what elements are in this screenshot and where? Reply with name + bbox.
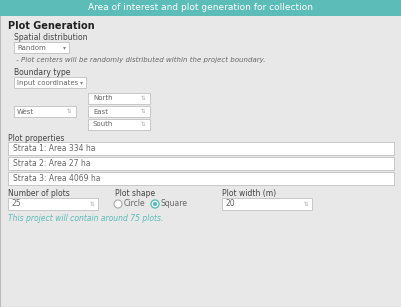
Text: Circle: Circle — [124, 200, 145, 208]
Text: Area of interest and plot generation for collection: Area of interest and plot generation for… — [88, 3, 313, 13]
Text: ⇅: ⇅ — [140, 122, 145, 127]
Text: - Plot centers will be randomly distributed within the project boundary.: - Plot centers will be randomly distribu… — [14, 57, 265, 63]
Text: ⇅: ⇅ — [140, 109, 145, 114]
Text: Input coordinates: Input coordinates — [17, 80, 78, 86]
Text: 25: 25 — [12, 200, 22, 208]
FancyBboxPatch shape — [88, 106, 150, 117]
Text: ⇅: ⇅ — [303, 201, 307, 207]
Text: West: West — [17, 108, 34, 115]
FancyBboxPatch shape — [88, 119, 150, 130]
Text: Strata 2: Area 27 ha: Strata 2: Area 27 ha — [13, 159, 90, 168]
FancyBboxPatch shape — [8, 198, 98, 210]
FancyBboxPatch shape — [14, 106, 76, 117]
Text: ⇅: ⇅ — [140, 96, 145, 101]
FancyBboxPatch shape — [88, 93, 150, 104]
Text: This project will contain around 75 plots.: This project will contain around 75 plot… — [8, 214, 163, 223]
Text: Plot properties: Plot properties — [8, 134, 64, 143]
Text: Number of plots: Number of plots — [8, 189, 70, 198]
Circle shape — [151, 200, 159, 208]
Text: ⇅: ⇅ — [89, 201, 94, 207]
Text: Plot shape: Plot shape — [115, 189, 155, 198]
FancyBboxPatch shape — [8, 157, 393, 170]
Text: North: North — [93, 95, 112, 102]
Text: ▾: ▾ — [63, 45, 66, 50]
FancyBboxPatch shape — [14, 42, 69, 53]
Text: Boundary type: Boundary type — [14, 68, 70, 77]
Text: Strata 3: Area 4069 ha: Strata 3: Area 4069 ha — [13, 174, 100, 183]
FancyBboxPatch shape — [8, 172, 393, 185]
Circle shape — [114, 200, 122, 208]
Text: Strata 1: Area 334 ha: Strata 1: Area 334 ha — [13, 144, 95, 153]
FancyBboxPatch shape — [0, 0, 401, 16]
Text: 20: 20 — [225, 200, 235, 208]
Text: Random: Random — [17, 45, 46, 50]
FancyBboxPatch shape — [221, 198, 311, 210]
FancyBboxPatch shape — [8, 142, 393, 155]
Text: ⇅: ⇅ — [66, 109, 71, 114]
Text: Plot Generation: Plot Generation — [8, 21, 94, 31]
Text: Plot width (m): Plot width (m) — [221, 189, 275, 198]
Text: Square: Square — [160, 200, 188, 208]
Text: East: East — [93, 108, 108, 115]
Circle shape — [152, 202, 157, 206]
FancyBboxPatch shape — [14, 77, 86, 88]
Text: Spatial distribution: Spatial distribution — [14, 33, 87, 42]
Text: ▾: ▾ — [80, 80, 83, 85]
Text: South: South — [93, 122, 113, 127]
